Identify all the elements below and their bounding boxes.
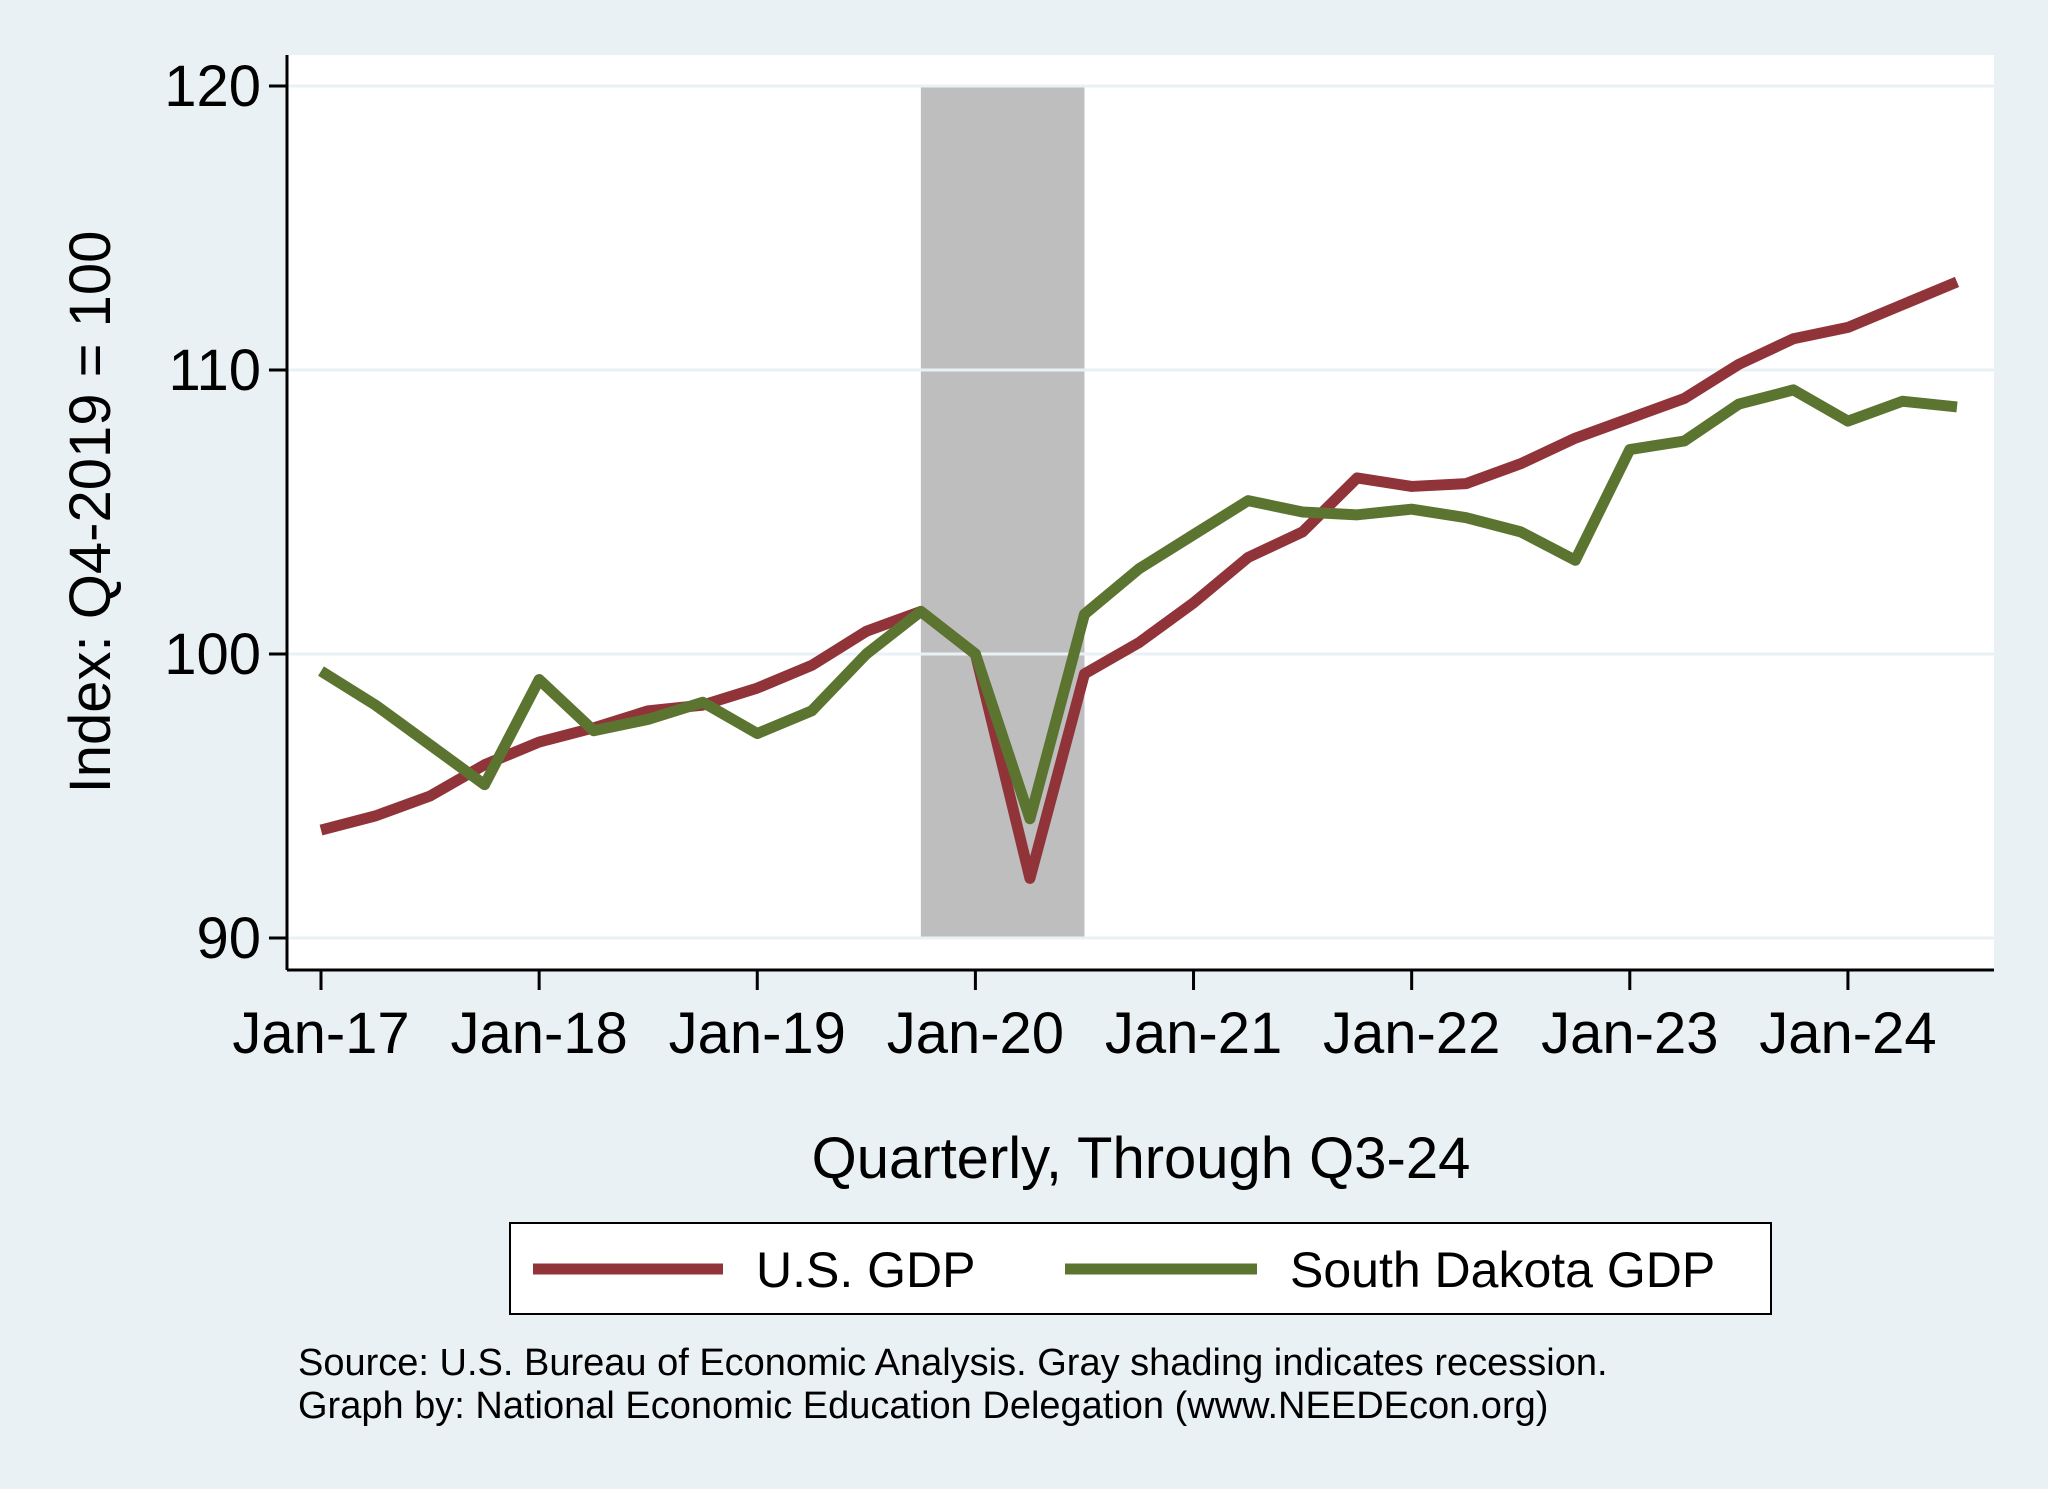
legend: U.S. GDP South Dakota GDP — [509, 1222, 1772, 1315]
x-tick-label: Jan-23 — [1541, 1001, 1718, 1066]
x-axis-title: Quarterly, Through Q3-24 — [812, 1126, 1471, 1191]
x-tick-label: Jan-20 — [887, 1001, 1064, 1066]
x-axis-ticks: Jan-17 Jan-18 Jan-19 Jan-20 Jan-21 Jan-22 Jan-… — [232, 970, 1937, 1066]
legend-label-us-gdp: U.S. GDP — [756, 1242, 975, 1298]
series-line-south-dakota-gdp — [318, 384, 1958, 825]
legend-label-south-dakota-gdp: South Dakota GDP — [1290, 1242, 1715, 1298]
y-tick-label: 120 — [164, 54, 261, 119]
x-tick-label: Jan-18 — [450, 1001, 627, 1066]
credit-note: Graph by: National Economic Education De… — [298, 1385, 1548, 1427]
y-tick-label: 110 — [169, 338, 261, 403]
x-tick-label: Jan-21 — [1105, 1001, 1282, 1066]
gridlines — [287, 84, 1994, 940]
y-axis-ticks: 90 100 110 120 — [164, 54, 287, 971]
series-lines — [318, 276, 1960, 884]
y-tick-label: 100 — [164, 622, 261, 687]
x-tick-label: Jan-24 — [1759, 1001, 1936, 1066]
recession-shading — [920, 86, 1085, 938]
x-tick-label: Jan-17 — [232, 1001, 409, 1066]
axes — [285, 55, 1994, 972]
x-tick-label: Jan-19 — [669, 1001, 846, 1066]
x-tick-label: Jan-22 — [1323, 1001, 1500, 1066]
y-tick-label: 90 — [196, 906, 261, 971]
source-note: Source: U.S. Bureau of Economic Analysis… — [298, 1342, 1608, 1384]
y-axis-title: Index: Q4-2019 = 100 — [58, 231, 123, 794]
plot-area — [287, 55, 1994, 970]
